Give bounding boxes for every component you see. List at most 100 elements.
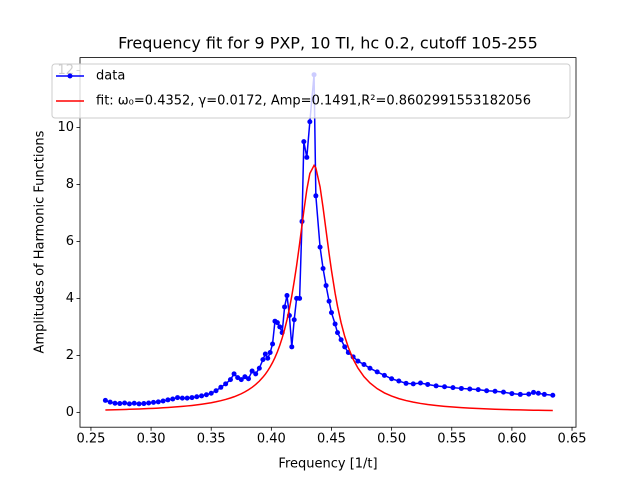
data-point <box>150 399 156 405</box>
data-point <box>335 330 341 336</box>
x-tick-label: 0.30 <box>137 432 166 447</box>
data-point <box>517 391 523 397</box>
data-point <box>122 400 128 406</box>
plot-frame <box>79 57 577 428</box>
data-point <box>475 387 481 393</box>
data-point <box>526 391 532 397</box>
x-tick-label: 0.35 <box>197 432 226 447</box>
data-point <box>126 401 132 407</box>
data-point <box>160 398 166 404</box>
data-point <box>267 350 273 356</box>
y-tick-label: 6 <box>66 234 74 249</box>
data-point <box>410 381 416 387</box>
data-point <box>284 293 290 299</box>
data-point <box>361 362 367 368</box>
series-line <box>105 74 553 405</box>
data-point <box>338 337 344 343</box>
data-point <box>509 391 515 397</box>
data-point <box>484 388 490 394</box>
data-point <box>270 341 276 347</box>
data-point <box>175 395 181 401</box>
data-point <box>262 351 268 357</box>
data-point <box>307 119 313 125</box>
data-point <box>396 378 402 384</box>
data-point <box>301 139 307 145</box>
data-point <box>320 265 326 271</box>
data-point <box>246 376 252 382</box>
data-point <box>256 365 262 371</box>
data-point <box>218 384 224 390</box>
data-point <box>265 355 271 361</box>
data-point <box>374 369 380 375</box>
data-point <box>155 399 161 405</box>
data-point <box>403 380 409 386</box>
x-tick-label: 0.65 <box>558 432 587 447</box>
data-point <box>442 384 448 390</box>
data-point <box>313 193 319 199</box>
data-point <box>535 390 541 396</box>
data-point <box>500 389 506 395</box>
data-point <box>550 392 556 398</box>
x-tick-label: 0.40 <box>257 432 286 447</box>
legend-box <box>51 63 571 119</box>
x-axis-label: Frequency [1/t] <box>278 457 377 472</box>
data-point <box>179 395 185 401</box>
legend-label: data <box>96 69 125 84</box>
data-point <box>342 344 348 350</box>
data-point <box>492 388 498 394</box>
data-point <box>117 401 123 407</box>
data-point <box>355 358 361 364</box>
data-point <box>467 386 473 392</box>
data-point <box>304 154 310 160</box>
x-tick-label: 0.60 <box>497 432 526 447</box>
data-point <box>238 377 244 383</box>
data-point <box>213 388 219 394</box>
x-tick-label: 0.25 <box>76 432 105 447</box>
data-point <box>541 391 547 397</box>
data-point <box>317 244 323 250</box>
data-point <box>277 324 283 330</box>
data-point <box>146 400 152 406</box>
data-point <box>194 394 200 400</box>
data-point <box>227 377 233 383</box>
data-point <box>170 396 176 402</box>
data-point <box>291 317 297 323</box>
data-point <box>231 371 237 377</box>
data-point <box>332 321 338 327</box>
data-point <box>203 392 209 398</box>
data-point <box>531 389 537 395</box>
data-point <box>249 368 255 374</box>
data-point <box>381 372 387 378</box>
data-point <box>189 395 195 401</box>
data-point <box>131 400 137 406</box>
y-tick-label: 2 <box>66 348 74 363</box>
y-tick-label: 8 <box>66 177 74 192</box>
data-point <box>107 399 113 405</box>
data-point <box>326 298 332 304</box>
data-point <box>184 395 190 401</box>
data-point <box>102 397 108 403</box>
data-point <box>208 390 214 396</box>
y-tick-label: 0 <box>66 405 74 420</box>
data-point <box>425 381 431 387</box>
series-line <box>105 163 553 412</box>
data-point <box>112 400 118 406</box>
data-point <box>458 385 464 391</box>
data-point <box>199 393 205 399</box>
x-tick-label: 0.55 <box>437 432 466 447</box>
data-point <box>323 283 329 289</box>
data-point <box>289 344 295 350</box>
data-point <box>282 304 288 310</box>
data-point <box>141 401 147 407</box>
data-point <box>253 371 259 377</box>
data-point <box>223 381 229 387</box>
data-point <box>433 383 439 389</box>
data-point <box>297 295 303 301</box>
legend-label: fit: ω₀=0.4352, γ=0.0172, Amp=0.1491,R²=… <box>96 94 531 109</box>
y-tick-label: 4 <box>66 291 74 306</box>
chart-title: Frequency fit for 9 PXP, 10 TI, hc 0.2, … <box>118 34 538 53</box>
x-tick-label: 0.45 <box>317 432 346 447</box>
data-point <box>136 401 142 407</box>
data-point <box>165 397 171 403</box>
data-point <box>367 365 373 371</box>
